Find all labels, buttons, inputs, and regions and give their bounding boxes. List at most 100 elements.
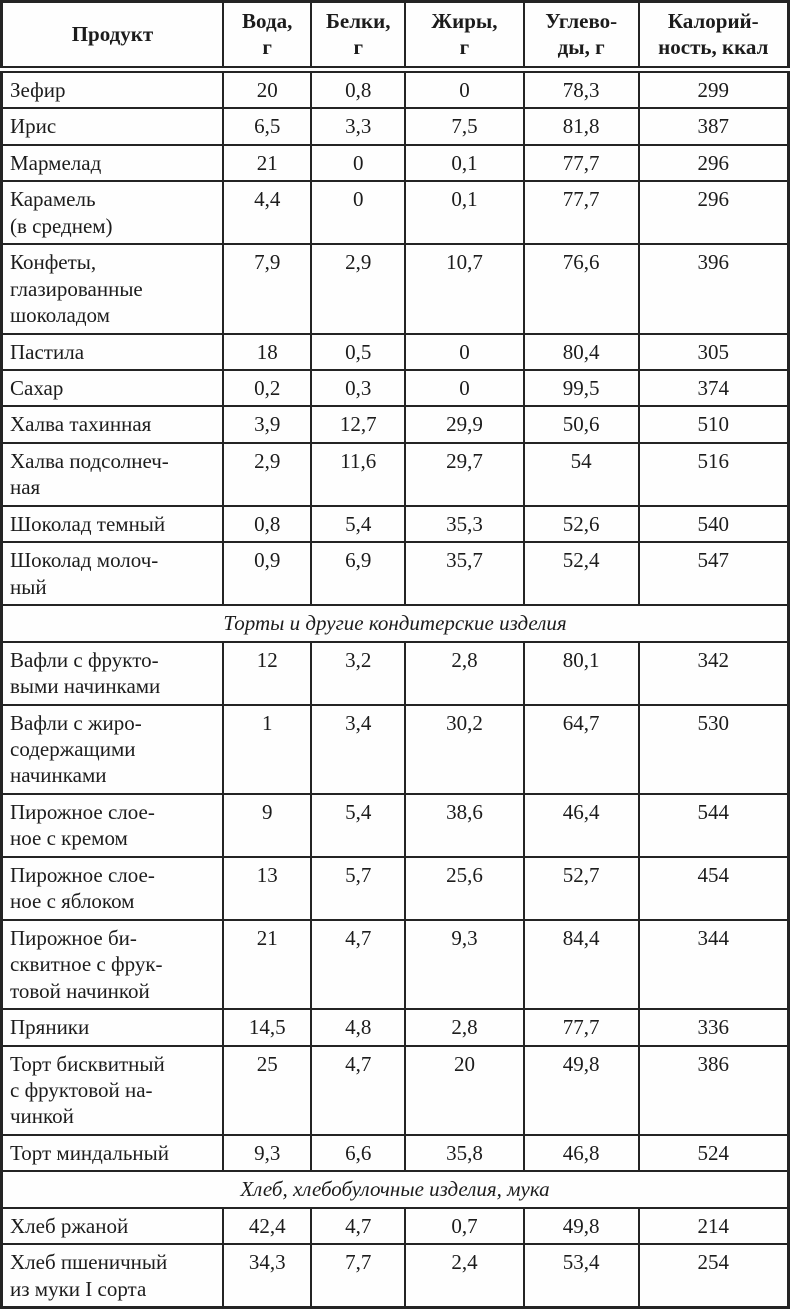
value-cell: 12,7 [310, 405, 407, 444]
value-cell: 9,3 [221, 1133, 313, 1173]
table-row: Пирожное слое- ное с кремом 9 5,4 38,6 46,4 5… [0, 792, 790, 858]
table-row: Шоколад темный 0,8 5,4 35,3 52,6 540 [0, 504, 790, 544]
value-cell: 305 [637, 332, 790, 371]
product-name: Хлеб пшеничный из муки I сорта [0, 1243, 224, 1309]
value-cell: 13 [221, 855, 313, 921]
value-cell: 2,8 [404, 640, 525, 706]
column-header: Жиры, г [404, 0, 525, 73]
value-cell: 30,2 [404, 703, 525, 795]
product-name: Халва тахинная [0, 405, 224, 444]
column-header: Продукт [0, 0, 224, 73]
value-cell: 4,4 [221, 180, 313, 246]
value-cell: 296 [637, 143, 790, 183]
value-cell: 11,6 [310, 441, 407, 507]
value-cell: 54 [522, 441, 640, 507]
value-cell: 35,3 [404, 504, 525, 544]
section-title: Хлеб, хлебобулочные изделия, мука [0, 1170, 790, 1209]
section-title: Торты и другие кондитерские изделия [0, 604, 790, 643]
value-cell: 214 [637, 1206, 790, 1246]
value-cell: 29,7 [404, 441, 525, 507]
product-name: Мармелад [0, 143, 224, 183]
table-row: Карамель (в среднем) 4,4 0 0,1 77,7 296 [0, 180, 790, 246]
value-cell: 336 [637, 1008, 790, 1047]
value-cell: 299 [637, 68, 790, 110]
value-cell: 0,3 [310, 368, 407, 408]
table-row: Зефир 20 0,8 0 78,3 299 [0, 68, 790, 110]
value-cell: 9 [221, 792, 313, 858]
table-row: Пирожное би- сквитное с фрук- товой начи… [0, 918, 790, 1011]
value-cell: 386 [637, 1044, 790, 1136]
table-row: Вафли с фрукто- выми начинками 12 3,2 2,8 80… [0, 640, 790, 706]
value-cell: 516 [637, 441, 790, 507]
table-row: Сахар 0,2 0,3 0 99,5 374 [0, 368, 790, 408]
value-cell: 3,9 [221, 405, 313, 444]
value-cell: 80,4 [522, 332, 640, 371]
value-cell: 0 [310, 143, 407, 183]
product-name: Пирожное би- сквитное с фрук- товой начи… [0, 918, 224, 1011]
value-cell: 20 [221, 68, 313, 110]
value-cell: 524 [637, 1133, 790, 1173]
value-cell: 1 [221, 703, 313, 795]
product-name: Торт миндальный [0, 1133, 224, 1173]
value-cell: 0 [404, 332, 525, 371]
value-cell: 544 [637, 792, 790, 858]
value-cell: 344 [637, 918, 790, 1011]
value-cell: 396 [637, 243, 790, 335]
value-cell: 84,4 [522, 918, 640, 1011]
value-cell: 6,9 [310, 541, 407, 607]
value-cell: 12 [221, 640, 313, 706]
value-cell: 52,6 [522, 504, 640, 544]
value-cell: 77,7 [522, 180, 640, 246]
value-cell: 0,7 [404, 1206, 525, 1246]
value-cell: 9,3 [404, 918, 525, 1011]
value-cell: 454 [637, 855, 790, 921]
column-header: Белки, г [310, 0, 407, 73]
value-cell: 14,5 [221, 1008, 313, 1047]
value-cell: 0 [310, 180, 407, 246]
value-cell: 64,7 [522, 703, 640, 795]
value-cell: 540 [637, 504, 790, 544]
table-body: Зефир 20 0,8 0 78,3 299 Ирис 6,5 3,3 7,5 81,8 387 Ма… [0, 68, 790, 1309]
table-row: Ирис 6,5 3,3 7,5 81,8 387 [0, 107, 790, 146]
column-header: Углево- ды, г [522, 0, 640, 73]
product-name: Вафли с жиро- содержащими начинками [0, 703, 224, 795]
value-cell: 46,4 [522, 792, 640, 858]
value-cell: 20 [404, 1044, 525, 1136]
value-cell: 50,6 [522, 405, 640, 444]
product-name: Зефир [0, 68, 224, 110]
value-cell: 4,8 [310, 1008, 407, 1047]
value-cell: 2,8 [404, 1008, 525, 1047]
value-cell: 0 [404, 68, 525, 110]
value-cell: 374 [637, 368, 790, 408]
value-cell: 49,8 [522, 1206, 640, 1246]
value-cell: 0,8 [221, 504, 313, 544]
value-cell: 4,7 [310, 918, 407, 1011]
product-name: Пастила [0, 332, 224, 371]
value-cell: 296 [637, 180, 790, 246]
value-cell: 25,6 [404, 855, 525, 921]
value-cell: 34,3 [221, 1243, 313, 1309]
value-cell: 6,5 [221, 107, 313, 146]
column-header: Вода, г [221, 0, 313, 73]
value-cell: 4,7 [310, 1206, 407, 1246]
value-cell: 6,6 [310, 1133, 407, 1173]
table-row: Мармелад 21 0 0,1 77,7 296 [0, 143, 790, 183]
header-row: Продукт Вода, г Белки, г Жиры, г Углево- ды,… [0, 0, 790, 73]
value-cell: 53,4 [522, 1243, 640, 1309]
value-cell: 0,1 [404, 143, 525, 183]
value-cell: 49,8 [522, 1044, 640, 1136]
value-cell: 7,7 [310, 1243, 407, 1309]
value-cell: 5,4 [310, 504, 407, 544]
value-cell: 2,4 [404, 1243, 525, 1309]
table-row: Конфеты, глазированные шоколадом 7,9 2,9 10… [0, 243, 790, 335]
table-row: Хлеб пшеничный из муки I сорта 34,3 7,7 2,4… [0, 1243, 790, 1309]
table-row: Пряники 14,5 4,8 2,8 77,7 336 [0, 1008, 790, 1047]
value-cell: 52,4 [522, 541, 640, 607]
value-cell: 46,8 [522, 1133, 640, 1173]
value-cell: 77,7 [522, 1008, 640, 1047]
product-name: Хлеб ржаной [0, 1206, 224, 1246]
value-cell: 0,8 [310, 68, 407, 110]
value-cell: 0,2 [221, 368, 313, 408]
table-row: Халва тахинная 3,9 12,7 29,9 50,6 510 [0, 405, 790, 444]
value-cell: 0 [404, 368, 525, 408]
